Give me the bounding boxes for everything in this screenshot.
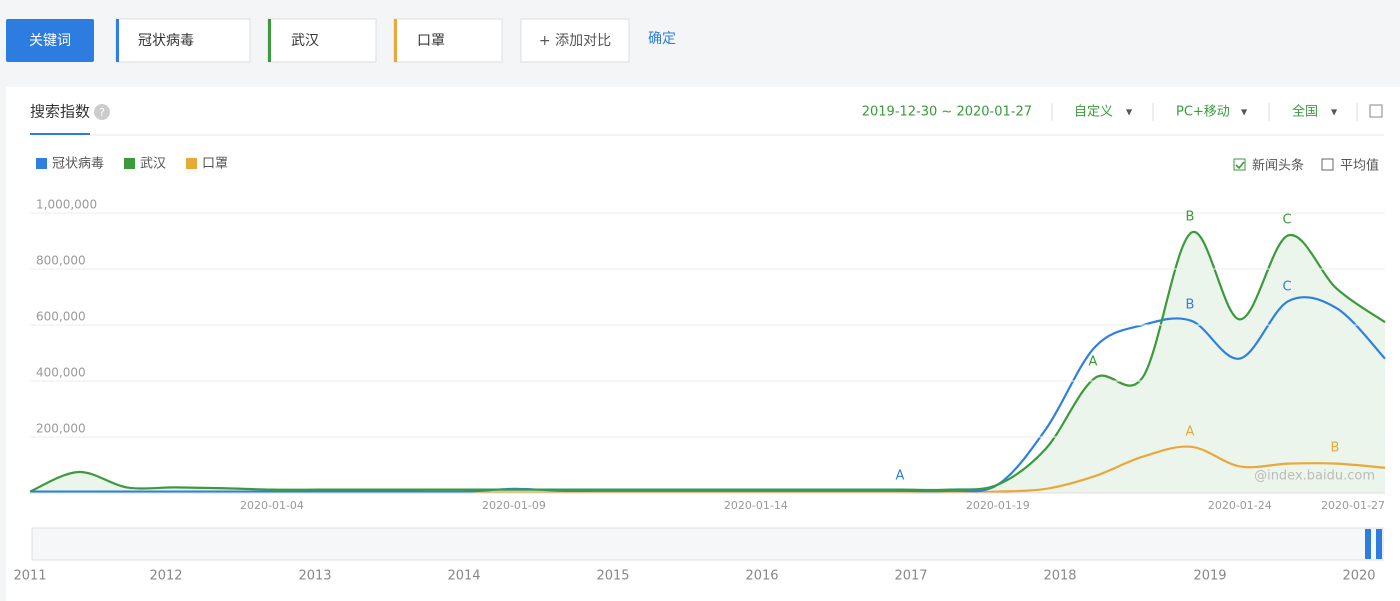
timeline-year: 2014 (447, 569, 480, 584)
x-tick-label: 2020-01-24 (1208, 499, 1272, 512)
add-compare-label: + 添加对比 (539, 33, 611, 49)
timeline-slider[interactable] (31, 527, 1384, 561)
confirm-link[interactable]: 确定 (648, 31, 676, 47)
annotation: C (1282, 280, 1291, 295)
annotation: A (896, 469, 905, 484)
y-tick-label: 1,000,000 (36, 198, 97, 212)
annotation: B (1331, 441, 1340, 456)
legend-label: 冠状病毒 (52, 157, 104, 172)
x-tick-label: 2020-01-27 (1321, 499, 1385, 512)
tab[interactable]: 搜索指数 (30, 103, 90, 121)
y-tick-label: 800,000 (36, 254, 86, 268)
timeline-year: 2018 (1043, 569, 1076, 584)
annotation: A (1089, 355, 1098, 370)
annotation: C (1282, 213, 1291, 228)
legend-label: 口罩 (202, 157, 228, 172)
option-label: 新闻头条 (1252, 158, 1304, 174)
timeline-year: 2017 (894, 569, 927, 584)
x-tick-label: 2020-01-09 (482, 499, 546, 512)
keyword-button-label: 关键词 (29, 33, 71, 49)
timeline-year: 2011 (13, 569, 46, 584)
legend-swatch (124, 158, 136, 169)
line (30, 296, 1386, 493)
period-select[interactable]: 自定义 (1074, 105, 1113, 120)
slider-handle[interactable] (1376, 529, 1382, 559)
legend-swatch (36, 158, 47, 169)
timeline-year: 2012 (149, 569, 182, 584)
keyword-box[interactable] (115, 18, 251, 63)
region-select[interactable]: 全国 (1292, 104, 1318, 120)
timeline-year: 2020 (1342, 569, 1375, 584)
export-icon[interactable] (1369, 104, 1383, 118)
timeline-year: 2015 (596, 569, 629, 584)
caret: ▼ (1241, 108, 1248, 117)
line (30, 231, 1386, 493)
x-tick-label: 2020-01-14 (724, 499, 788, 512)
timeline-year: 2019 (1193, 569, 1226, 584)
annotation: B (1186, 210, 1195, 225)
add-compare-button[interactable] (520, 18, 630, 63)
help-icon[interactable] (94, 104, 110, 120)
timeline-year: 2013 (298, 569, 331, 584)
annotation: A (1186, 425, 1195, 440)
y-tick-label: 400,000 (36, 366, 86, 380)
plot-area (30, 231, 1386, 494)
checkbox[interactable] (1233, 158, 1246, 171)
panel (6, 87, 1400, 601)
keyword-box[interactable] (393, 18, 503, 63)
legend-label: 武汉 (140, 157, 166, 172)
legend-swatch (186, 158, 198, 169)
watermark: @index.baidu.com (1254, 469, 1375, 484)
help-glyph: ? (99, 106, 105, 119)
annotation: B (1186, 298, 1195, 313)
caret: ▼ (1126, 108, 1133, 117)
timeline-year: 2016 (745, 569, 778, 584)
checkbox[interactable] (1321, 158, 1334, 171)
checkmark (1235, 161, 1245, 170)
x-tick-label: 2020-01-04 (240, 499, 304, 512)
keyword: 武汉 (291, 33, 319, 49)
keyword: 冠状病毒 (138, 33, 194, 49)
keyword-box[interactable] (267, 18, 377, 63)
slider-handle[interactable] (1365, 529, 1371, 559)
keyword-button[interactable] (6, 19, 94, 62)
device-select[interactable]: PC+移动 (1176, 105, 1230, 120)
keyword: 口罩 (417, 33, 445, 49)
date-range[interactable]: 2019-12-30 ~ 2020-01-27 (862, 105, 1032, 120)
y-tick-label: 200,000 (36, 422, 86, 436)
caret: ▼ (1331, 108, 1338, 117)
option-label: 平均值 (1340, 158, 1379, 174)
x-tick-label: 2020-01-19 (966, 499, 1030, 512)
y-tick-label: 600,000 (36, 310, 86, 324)
